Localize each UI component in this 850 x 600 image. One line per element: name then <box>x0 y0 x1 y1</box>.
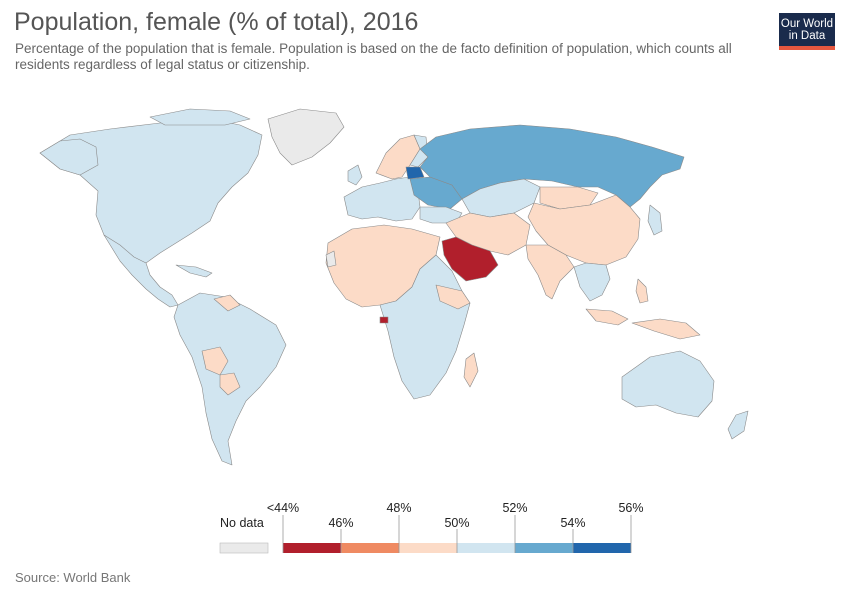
region-horn-of-africa[interactable] <box>435 284 471 310</box>
legend-bin-2[interactable] <box>399 543 457 553</box>
legend: No data <44% 48% 52% 56% 46% 50% 54% <box>219 501 644 554</box>
region-india[interactable] <box>525 244 575 300</box>
chart-subtitle: Percentage of the population that is fem… <box>15 41 732 72</box>
region-philippines[interactable] <box>635 278 649 304</box>
legend-bins <box>283 543 631 553</box>
region-baltics[interactable] <box>405 166 425 180</box>
region-madagascar[interactable] <box>463 352 479 388</box>
region-venezuela[interactable] <box>213 294 241 312</box>
region-japan[interactable] <box>647 204 663 236</box>
region-uk[interactable] <box>347 164 363 186</box>
chart-title: Population, female (% of total), 2016 <box>14 8 419 36</box>
source-note: Source: World Bank <box>15 570 131 585</box>
region-mexico-central-america[interactable] <box>103 234 179 308</box>
region-alaska[interactable] <box>39 138 99 176</box>
owid-logo[interactable]: Our World in Data <box>779 13 835 50</box>
region-china[interactable] <box>527 194 641 266</box>
region-paraguay[interactable] <box>219 372 241 396</box>
region-arctic-islands[interactable] <box>149 108 251 126</box>
legend-upper-tick-label: 48% <box>386 501 411 515</box>
legend-bin-5[interactable] <box>573 543 631 553</box>
logo-line-1: Our World <box>780 18 834 30</box>
region-greenland[interactable] <box>267 108 345 166</box>
legend-upper-tick-label: <44% <box>267 501 299 515</box>
logo-accent-bar <box>779 46 835 50</box>
legend-lower-tick-label: 46% <box>328 516 353 530</box>
legend-bin-4[interactable] <box>515 543 573 553</box>
legend-bin-3[interactable] <box>457 543 515 553</box>
logo-line-2: in Data <box>788 30 826 42</box>
region-western-sahara[interactable] <box>325 250 337 268</box>
region-indonesia[interactable] <box>585 308 701 340</box>
region-australia[interactable] <box>621 350 715 418</box>
legend-ticks: <44% 48% 52% 56% 46% 50% 54% <box>267 501 644 553</box>
region-bolivia[interactable] <box>201 346 229 376</box>
world-map <box>39 108 749 466</box>
region-equatorial-guinea[interactable] <box>379 316 389 324</box>
legend-bin-1[interactable] <box>341 543 399 553</box>
legend-lower-tick-label: 50% <box>444 516 469 530</box>
region-southeast-asia[interactable] <box>573 262 611 302</box>
legend-no-data-swatch <box>219 542 269 554</box>
legend-lower-tick-label: 54% <box>560 516 585 530</box>
legend-no-data-label: No data <box>220 516 264 530</box>
region-new-zealand[interactable] <box>727 410 749 440</box>
legend-upper-tick-label: 56% <box>618 501 643 515</box>
region-saudi-gulf[interactable] <box>441 236 499 282</box>
legend-bin-0[interactable] <box>283 543 341 553</box>
region-north-america[interactable] <box>39 116 263 264</box>
legend-upper-tick-label: 52% <box>502 501 527 515</box>
region-caribbean[interactable] <box>175 264 213 278</box>
